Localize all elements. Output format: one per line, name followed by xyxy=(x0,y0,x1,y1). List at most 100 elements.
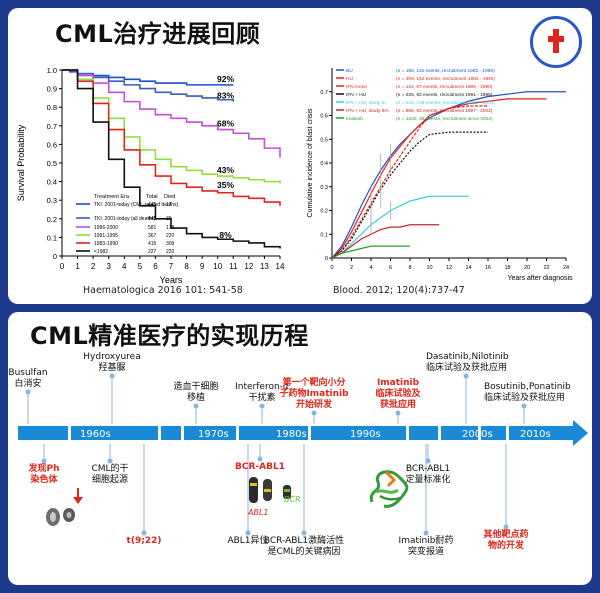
connector-dot xyxy=(245,530,251,536)
y-tick-label: 0.5 xyxy=(320,137,328,143)
x-tick-label: 8 xyxy=(184,262,189,271)
end-percent-label: 8% xyxy=(219,230,232,240)
survival-series-line xyxy=(62,69,234,86)
connector-dot xyxy=(301,530,307,536)
x-axis-label: Years after diagnosis xyxy=(507,275,573,282)
x-tick-label: 12 xyxy=(244,262,253,271)
blast-crisis-chart: 0 2 4 6 8 10 12 14 16 18 20 22 2400.10.20.30.40.50.6… xyxy=(307,68,573,282)
timeline-gap xyxy=(478,423,481,443)
x-tick-label: 1 xyxy=(75,262,80,271)
x-tick-label: 6 xyxy=(389,265,392,271)
milestone-above: 第一个靶向小分 子药物Imatinib 开始研发 xyxy=(279,378,349,410)
milestone-above: Interferon-α 干扰素 xyxy=(235,382,289,403)
legend-stats: (n = 669, 82 events, recruitment 1997 - … xyxy=(396,108,493,114)
x-tick-label: 0 xyxy=(60,262,65,271)
end-percent-label: 68% xyxy=(217,119,234,129)
y-tick-label: 0.8 xyxy=(47,103,57,112)
decade-label: 2000s xyxy=(462,429,493,440)
x-tick-label: 14 xyxy=(276,262,285,271)
legend-label: BU xyxy=(346,68,353,74)
top-title: CML治疗进展回顾 xyxy=(55,20,261,48)
x-tick-label: 20 xyxy=(524,265,530,271)
legend-label: IFN + HU, study IIIA xyxy=(346,108,390,114)
y-tick-label: 0.3 xyxy=(47,196,57,205)
legend-label: TKI: 2001-today (all deaths) xyxy=(94,216,156,222)
x-tick-label: 9 xyxy=(200,262,205,271)
y-tick-label: 0.7 xyxy=(320,90,328,96)
timeline-gap xyxy=(438,423,441,443)
timeline-title: CML精准医疗的实现历程 xyxy=(30,322,309,350)
x-tick-label: 3 xyxy=(106,262,111,271)
x-tick-label: 18 xyxy=(504,265,510,271)
x-tick-label: 4 xyxy=(369,265,372,271)
legend-label: TKI: 2001-today (CML-related deaths) xyxy=(94,202,179,208)
legend-header-era: Treatment Era xyxy=(94,194,130,200)
milestone-below: BCR-ABL1 xyxy=(235,462,285,472)
timeline-panel: CML精准医疗的实现历程 ABL1 BCR 1960s 1970s 1980s 199… xyxy=(8,312,592,585)
decade-label: 1990s xyxy=(350,429,381,440)
connector-dot xyxy=(193,403,199,409)
legend-stats: (n = 1340, 48 events, recruitment since … xyxy=(396,116,493,122)
connector-dot xyxy=(109,373,115,379)
connector-dot xyxy=(423,530,429,536)
incidence-series-line xyxy=(331,245,410,259)
y-tick-label: 0.7 xyxy=(47,122,57,131)
milestone-below: 其他靶点药 物的开发 xyxy=(483,530,529,551)
x-tick-label: 2 xyxy=(91,262,96,271)
y-tick-label: 0.9 xyxy=(47,85,57,94)
x-tick-label: 5 xyxy=(138,262,143,271)
connector-dot xyxy=(463,373,469,379)
bcr-label: BCR xyxy=(284,495,301,504)
y-axis-label: Cumulative incidence of blast crisis xyxy=(307,108,314,217)
legend-died: 220 xyxy=(166,249,175,255)
legend-label: 1983-1990 xyxy=(94,241,118,247)
y-tick-label: 0.3 xyxy=(320,185,328,191)
y-tick-label: 0.6 xyxy=(320,114,328,120)
y-tick-label: 0.1 xyxy=(47,233,57,242)
milestone-above: Busulfan 白消安 xyxy=(8,368,48,389)
milestone-above: Hydroxyurea 羟基脲 xyxy=(83,352,141,373)
timeline-gap xyxy=(158,423,161,443)
legend-label: Imatinib xyxy=(346,116,363,122)
legend-stats: (n = 521, 148 events, recruitment 1995 -… xyxy=(396,100,495,106)
milestone-above: Dasatinib,Nilotinib 临床试验及获批应用 xyxy=(426,352,509,373)
y-tick-label: 0.6 xyxy=(47,140,57,149)
left-citation: Haematologica 2016 101: 541-58 xyxy=(83,285,243,296)
y-tick-label: 0.4 xyxy=(320,161,328,167)
timeline-gap xyxy=(68,423,71,443)
survival-series-line xyxy=(62,69,281,184)
x-tick-label: 4 xyxy=(122,262,127,271)
legend-died: 309 xyxy=(166,241,175,247)
milestone-below: CML的干 细胞起源 xyxy=(91,464,129,485)
survival-series-line xyxy=(62,69,235,102)
x-tick-label: 6 xyxy=(153,262,158,271)
legend-total: 415 xyxy=(148,241,157,247)
y-tick-label: 0.2 xyxy=(47,215,57,224)
legend-stats: (n = 134, 67 events, recruitment 1986 - … xyxy=(396,84,493,90)
legend-label: 1991-1995 xyxy=(94,233,118,239)
right-citation: Blood. 2012; 120(4):737-47 xyxy=(333,285,465,296)
connector-dot xyxy=(259,403,265,409)
legend-stats: (n = 308, 182 events, recruitment 1983 -… xyxy=(396,76,495,82)
milestone-above: Imatinib 临床试验及 获批应用 xyxy=(375,378,421,410)
abl1-label: ABL1 xyxy=(248,508,269,517)
y-tick-label: 0 xyxy=(325,256,328,262)
x-tick-label: 7 xyxy=(169,262,174,271)
protein-structure-image xyxy=(369,470,409,508)
x-tick-label: 13 xyxy=(260,262,269,271)
survival-chart: 0 1 2 3 4 5 6 7 8 9 10 11 12 13 1400.10.20.30.40.50.60… xyxy=(16,66,285,285)
timeline-connectors xyxy=(25,373,527,536)
legend-died: 17 xyxy=(166,202,172,208)
x-tick-label: 22 xyxy=(543,265,549,271)
timeline-gap xyxy=(181,423,184,443)
x-tick-label: 24 xyxy=(563,265,569,271)
y-tick-label: 1.0 xyxy=(47,66,57,75)
legend-label: IFN + HU xyxy=(346,92,367,98)
connector-dot xyxy=(395,410,401,416)
legend-total: 445 xyxy=(148,216,157,222)
y-tick-label: 0.1 xyxy=(320,232,328,238)
incidence-series-line xyxy=(331,131,488,259)
y-tick-label: 0.2 xyxy=(320,209,328,215)
legend-stats: (n = 226, 92 events, recruitment 1991 - … xyxy=(396,92,493,98)
survival-series-line xyxy=(62,69,281,249)
